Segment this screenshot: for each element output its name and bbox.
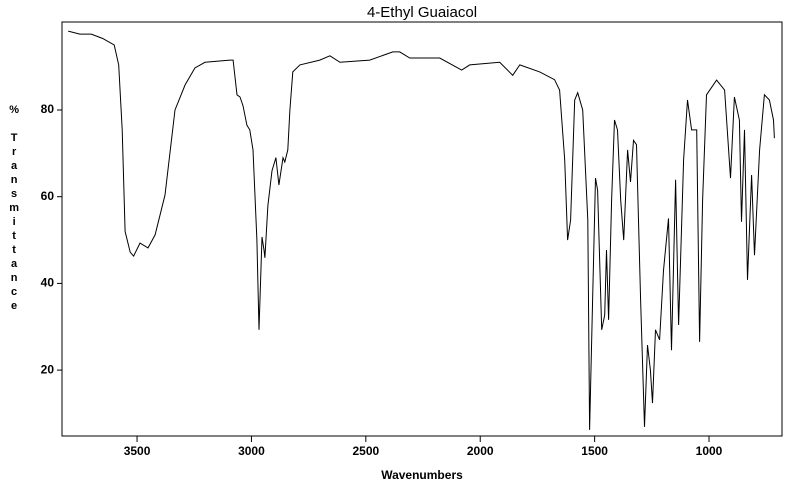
y-tick-label: 40 xyxy=(41,276,55,290)
x-tick-label: 1000 xyxy=(696,444,723,458)
y-tick-label: 60 xyxy=(41,189,55,203)
x-tick-label: 2500 xyxy=(352,444,379,458)
x-axis-label: Wavenumbers xyxy=(381,468,463,482)
chart-title: 4-Ethyl Guaiacol xyxy=(367,4,477,21)
x-tick-label: 2000 xyxy=(467,444,494,458)
y-tick-label: 80 xyxy=(41,102,55,116)
y-tick-label: 20 xyxy=(41,362,55,376)
x-tick-label: 3000 xyxy=(238,444,265,458)
y-axis-label: % Transmittance xyxy=(8,104,20,314)
x-tick-label: 3500 xyxy=(124,444,151,458)
x-tick-label: 1500 xyxy=(581,444,608,458)
plot-frame xyxy=(61,21,783,437)
spectrum-line xyxy=(68,30,775,430)
